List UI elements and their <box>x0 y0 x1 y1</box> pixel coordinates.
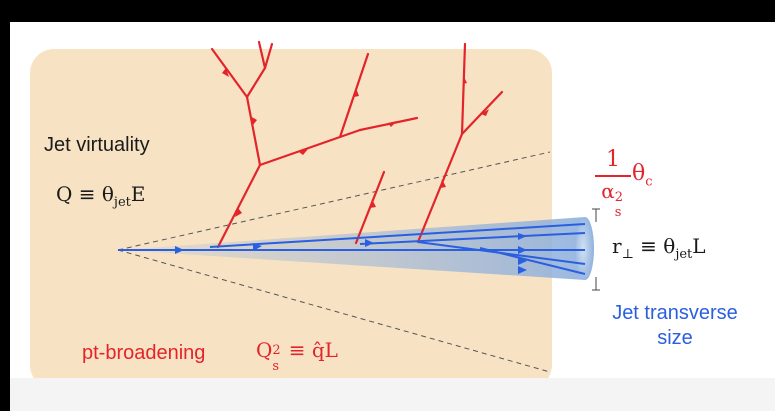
emission-1c <box>210 47 249 99</box>
theta-c-label: θc <box>632 161 653 190</box>
lower-dashed-line <box>117 249 551 373</box>
jet-diagram <box>117 40 600 373</box>
pt-broadening-label: pt-broadening <box>82 342 206 364</box>
bottom-strip <box>10 378 775 411</box>
jet-transverse-line1: Jet transverse <box>612 302 738 324</box>
jet-transverse-line2: size <box>657 327 693 349</box>
jet-cone <box>118 217 585 280</box>
jet-cone-cap <box>576 217 594 280</box>
emission-1d <box>245 66 267 99</box>
emission-1 <box>216 163 262 249</box>
blue-jet-lines <box>118 223 586 275</box>
red-arrowheads <box>222 68 489 217</box>
upper-dashed-line <box>117 151 551 251</box>
blue-arrowheads <box>175 233 527 274</box>
emission-1f <box>263 42 274 70</box>
emission-1b <box>258 128 362 167</box>
red-emissions <box>210 40 504 249</box>
emission-1g <box>338 52 370 139</box>
q-formula: Q ≡ θjetE <box>56 182 146 210</box>
jet-virtuality-label: Jet virtuality <box>44 134 150 156</box>
emission-1a <box>245 95 262 167</box>
r-perp-formula: r⊥ ≡ θjetL <box>612 234 706 262</box>
emission-2 <box>354 170 386 245</box>
emission-3a <box>460 42 467 136</box>
emission-1h <box>358 116 419 132</box>
transverse-size-bar <box>592 208 600 291</box>
emission-1e <box>257 40 267 70</box>
medium-panel <box>30 49 552 389</box>
emission-3b <box>460 90 504 136</box>
